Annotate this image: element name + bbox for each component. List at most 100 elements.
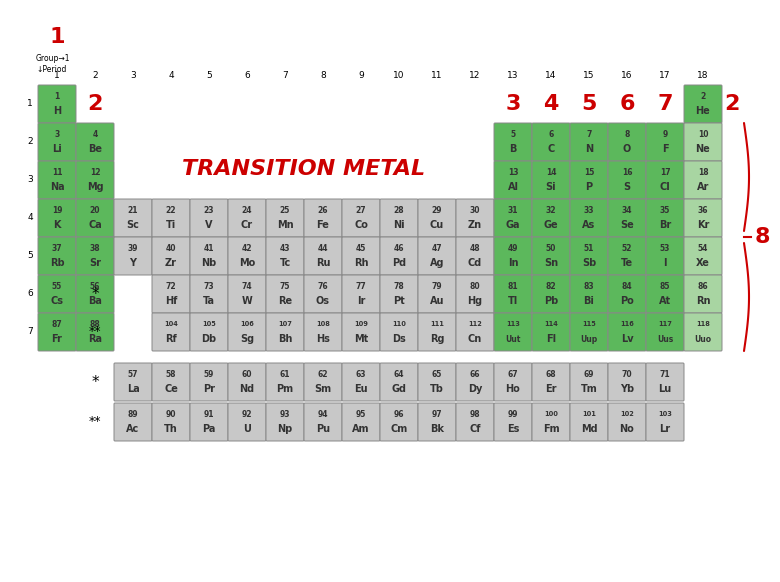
FancyBboxPatch shape xyxy=(152,363,190,401)
FancyBboxPatch shape xyxy=(380,275,418,313)
Text: *: * xyxy=(91,374,99,389)
Text: 93: 93 xyxy=(280,410,290,418)
Text: Rh: Rh xyxy=(354,258,368,268)
Text: Ca: Ca xyxy=(88,220,102,230)
Text: 54: 54 xyxy=(698,244,708,253)
FancyBboxPatch shape xyxy=(456,313,494,351)
FancyBboxPatch shape xyxy=(684,275,722,313)
FancyBboxPatch shape xyxy=(646,161,684,199)
Text: Rg: Rg xyxy=(430,334,445,344)
Text: 79: 79 xyxy=(431,282,442,290)
Text: S: S xyxy=(623,182,630,192)
FancyBboxPatch shape xyxy=(418,403,456,441)
FancyBboxPatch shape xyxy=(608,313,646,351)
Text: 84: 84 xyxy=(622,282,633,290)
Text: Tc: Tc xyxy=(279,258,291,268)
Text: 33: 33 xyxy=(583,205,594,215)
Text: Uus: Uus xyxy=(657,335,673,344)
Text: 115: 115 xyxy=(582,321,596,327)
Text: 32: 32 xyxy=(546,205,556,215)
Text: 6: 6 xyxy=(27,289,33,299)
FancyBboxPatch shape xyxy=(266,403,304,441)
Text: Bk: Bk xyxy=(430,424,444,434)
Text: 96: 96 xyxy=(394,410,404,418)
Text: 10: 10 xyxy=(698,130,708,139)
Text: 56: 56 xyxy=(90,282,100,290)
Text: 27: 27 xyxy=(356,205,367,215)
Text: 99: 99 xyxy=(508,410,518,418)
Text: Bh: Bh xyxy=(278,334,292,344)
FancyBboxPatch shape xyxy=(456,403,494,441)
FancyBboxPatch shape xyxy=(418,237,456,275)
Text: 16: 16 xyxy=(622,168,633,176)
Text: I: I xyxy=(663,258,667,268)
Text: Am: Am xyxy=(353,424,370,434)
Text: Au: Au xyxy=(430,296,445,306)
Text: 12: 12 xyxy=(470,70,480,80)
Text: 17: 17 xyxy=(660,168,670,176)
Text: Ds: Ds xyxy=(392,334,406,344)
Text: Kr: Kr xyxy=(697,220,709,230)
Text: Sr: Sr xyxy=(89,258,101,268)
Text: Tl: Tl xyxy=(508,296,518,306)
Text: 51: 51 xyxy=(583,244,594,253)
FancyBboxPatch shape xyxy=(228,237,266,275)
FancyBboxPatch shape xyxy=(342,237,380,275)
Text: 57: 57 xyxy=(128,370,138,378)
FancyBboxPatch shape xyxy=(380,313,418,351)
Text: 100: 100 xyxy=(544,411,558,417)
Text: 1: 1 xyxy=(49,27,65,47)
FancyBboxPatch shape xyxy=(570,161,608,199)
Text: 35: 35 xyxy=(660,205,670,215)
Text: 50: 50 xyxy=(546,244,556,253)
Text: 2: 2 xyxy=(27,137,33,147)
Text: 61: 61 xyxy=(280,370,290,378)
Text: 29: 29 xyxy=(432,205,442,215)
Text: At: At xyxy=(659,296,671,306)
Text: Mt: Mt xyxy=(354,334,368,344)
Text: Hs: Hs xyxy=(316,334,330,344)
FancyBboxPatch shape xyxy=(380,363,418,401)
Text: H: H xyxy=(53,106,61,116)
FancyBboxPatch shape xyxy=(608,275,646,313)
FancyBboxPatch shape xyxy=(76,199,114,237)
FancyBboxPatch shape xyxy=(38,123,76,161)
Text: Sb: Sb xyxy=(582,258,596,268)
Text: Co: Co xyxy=(354,220,368,230)
Text: TRANSITION METAL: TRANSITION METAL xyxy=(183,159,426,179)
Text: 91: 91 xyxy=(204,410,215,418)
Text: 53: 53 xyxy=(660,244,670,253)
Text: Sg: Sg xyxy=(240,334,254,344)
Text: 83: 83 xyxy=(583,282,594,290)
Text: 80: 80 xyxy=(470,282,480,290)
Text: 63: 63 xyxy=(356,370,367,378)
FancyBboxPatch shape xyxy=(418,275,456,313)
Text: Sc: Sc xyxy=(126,220,140,230)
Text: 11: 11 xyxy=(431,70,443,80)
Text: 59: 59 xyxy=(204,370,215,378)
Text: Md: Md xyxy=(580,424,597,434)
FancyBboxPatch shape xyxy=(114,199,152,237)
Text: Uup: Uup xyxy=(580,335,597,344)
Text: U: U xyxy=(243,424,251,434)
FancyBboxPatch shape xyxy=(76,123,114,161)
Text: 86: 86 xyxy=(697,282,708,290)
Text: 117: 117 xyxy=(658,321,672,327)
Text: Se: Se xyxy=(620,220,634,230)
FancyBboxPatch shape xyxy=(608,199,646,237)
Text: 58: 58 xyxy=(165,370,176,378)
Text: Np: Np xyxy=(278,424,292,434)
Text: Gd: Gd xyxy=(392,384,406,394)
FancyBboxPatch shape xyxy=(380,237,418,275)
FancyBboxPatch shape xyxy=(304,363,342,401)
Text: 6: 6 xyxy=(244,70,250,80)
FancyBboxPatch shape xyxy=(494,161,532,199)
FancyBboxPatch shape xyxy=(608,237,646,275)
Text: **: ** xyxy=(89,325,101,339)
FancyBboxPatch shape xyxy=(342,199,380,237)
Text: 6: 6 xyxy=(619,94,635,114)
Text: 18: 18 xyxy=(697,70,709,80)
Text: Nb: Nb xyxy=(201,258,217,268)
Text: 24: 24 xyxy=(242,205,252,215)
Text: 26: 26 xyxy=(317,205,328,215)
